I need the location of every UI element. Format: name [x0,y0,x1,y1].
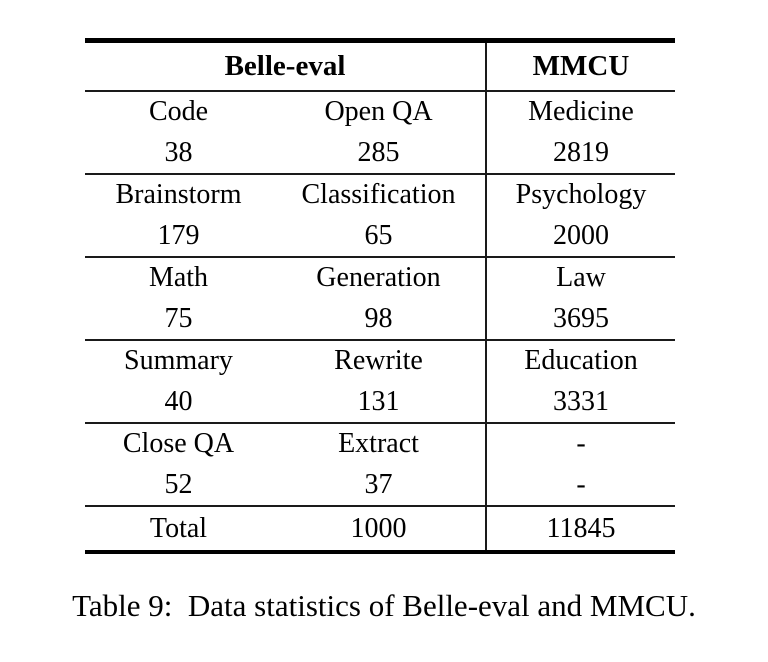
cell-extract: Extract 37 [272,424,485,505]
cell-value: 179 [157,219,200,251]
cell-value: 2000 [553,219,609,251]
cell-code: Code 38 [85,92,272,173]
cell-value: - [576,468,586,500]
cell-value: 38 [164,136,193,168]
cell-label: Medicine [528,96,634,127]
table-total-row: Total 1000 11845 [85,507,675,550]
cell-value: 52 [164,468,193,500]
header-mmcu: MMCU [485,43,675,90]
cell-education: Education 3331 [485,341,675,422]
cell-label: Law [556,262,606,293]
cell-generation: Generation 98 [272,258,485,339]
table-row-math-generation-law: Math 75 Generation 98 Law 3695 [85,258,675,341]
cell-open-qa: Open QA 285 [272,92,485,173]
total-belle-value: 1000 [350,513,407,544]
total-label: Total [149,513,208,544]
header-belle-eval: Belle-eval [224,50,346,82]
table-row-code-openqa-medicine: Code 38 Open QA 285 Medicine 2819 [85,92,675,175]
data-statistics-table: Belle-eval MMCU Code 38 Open QA 285 Medi… [85,38,675,554]
cell-label: Generation [316,262,441,293]
table-row-brainstorm-classification-psychology: Brainstorm 179 Classification 65 Psychol… [85,175,675,258]
cell-value: 75 [164,302,193,334]
cell-label: - [576,428,586,459]
cell-label: Psychology [515,179,647,210]
cell-value: 40 [164,385,193,417]
cell-value: 65 [364,219,393,251]
cell-mmcu-empty: - - [485,424,675,505]
cell-medicine: Medicine 2819 [485,92,675,173]
cell-classification: Classification 65 [272,175,485,256]
cell-label: Rewrite [334,345,423,376]
cell-value: 98 [364,302,393,334]
cell-label: Education [524,345,638,376]
table-caption: Table 9: Data statistics of Belle-eval a… [72,588,696,623]
total-mmcu-value: 11845 [485,507,675,550]
table-row-closeqa-extract-dash: Close QA 52 Extract 37 - - [85,424,675,507]
cell-label: Classification [301,179,456,210]
cell-value: 2819 [553,136,609,168]
cell-label: Open QA [324,96,433,127]
cell-label: Close QA [122,428,235,459]
cell-close-qa: Close QA 52 [85,424,272,505]
cell-label: Code [148,96,209,127]
cell-value: 37 [364,468,393,500]
cell-rewrite: Rewrite 131 [272,341,485,422]
cell-value: 3695 [553,302,609,334]
cell-value: 131 [357,385,400,417]
cell-label: Summary [124,345,233,376]
cell-label: Extract [338,428,419,459]
table-row-summary-rewrite-education: Summary 40 Rewrite 131 Education 3331 [85,341,675,424]
cell-math: Math 75 [85,258,272,339]
cell-value: 3331 [553,385,609,417]
cell-brainstorm: Brainstorm 179 [85,175,272,256]
cell-summary: Summary 40 [85,341,272,422]
cell-label: Math [148,262,209,293]
table-header-row: Belle-eval MMCU [85,43,675,92]
cell-psychology: Psychology 2000 [485,175,675,256]
cell-law: Law 3695 [485,258,675,339]
cell-label: Brainstorm [115,179,242,210]
cell-value: 285 [357,136,400,168]
